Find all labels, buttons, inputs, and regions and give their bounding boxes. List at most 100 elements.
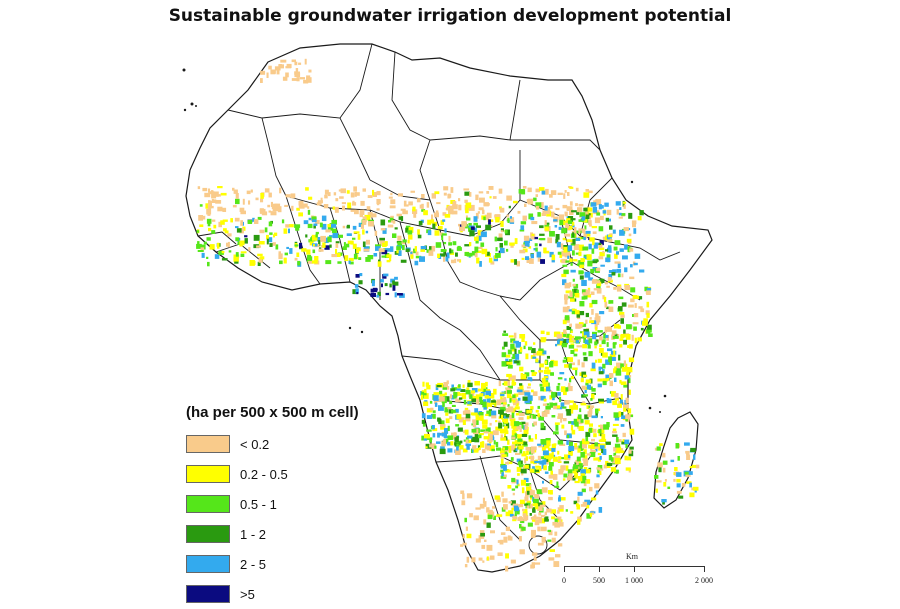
irrigation-cell (620, 399, 623, 405)
irrigation-cell (306, 249, 311, 255)
irrigation-cell (542, 450, 549, 456)
irrigation-cell (440, 249, 446, 253)
irrigation-cell (541, 411, 548, 417)
irrigation-cell (589, 224, 592, 227)
irrigation-cell (577, 414, 582, 420)
irrigation-cell (489, 433, 493, 440)
irrigation-cell (614, 366, 617, 369)
irrigation-cell (530, 216, 535, 221)
irrigation-cell (315, 233, 318, 238)
irrigation-cell (532, 503, 535, 507)
irrigation-cell (545, 405, 551, 410)
irrigation-cell (482, 209, 485, 215)
irrigation-cell (551, 443, 556, 446)
irrigation-cell (365, 257, 371, 262)
irrigation-cell (576, 313, 580, 318)
irrigation-cell (614, 469, 619, 474)
irrigation-cell (335, 243, 339, 248)
irrigation-cell (432, 428, 438, 432)
irrigation-cell (585, 479, 591, 484)
irrigation-cell (509, 375, 516, 381)
irrigation-cell (541, 501, 546, 505)
irrigation-cell (605, 441, 611, 445)
irrigation-cell (566, 455, 571, 459)
irrigation-cell (542, 459, 547, 463)
irrigation-cell (308, 69, 312, 73)
irrigation-cell (469, 230, 475, 237)
irrigation-cell (321, 223, 327, 230)
irrigation-cell (517, 517, 524, 521)
irrigation-cell (493, 440, 496, 445)
irrigation-cell (569, 405, 575, 409)
irrigation-cell (518, 422, 522, 425)
irrigation-cell (459, 440, 463, 444)
irrigation-cell (556, 516, 562, 519)
irrigation-cell (377, 291, 381, 296)
irrigation-cell (503, 504, 508, 510)
irrigation-cell (196, 243, 202, 249)
irrigation-cell (540, 330, 545, 334)
irrigation-cell (502, 498, 508, 503)
irrigation-cell (594, 242, 599, 246)
irrigation-cell (591, 248, 595, 254)
irrigation-cell (463, 188, 470, 191)
irrigation-cell (462, 542, 467, 546)
irrigation-cell (344, 255, 349, 261)
irrigation-cell (482, 560, 485, 563)
irrigation-cell (656, 480, 662, 483)
irrigation-cell (350, 209, 357, 212)
irrigation-cell (620, 318, 624, 324)
irrigation-cell (477, 246, 483, 249)
irrigation-cell (213, 224, 217, 229)
irrigation-cell (199, 224, 204, 227)
irrigation-cell (662, 467, 666, 473)
irrigation-cell (584, 420, 590, 425)
irrigation-cell (428, 250, 434, 256)
irrigation-cell (402, 239, 407, 243)
irrigation-cell (522, 215, 527, 221)
irrigation-cell (570, 343, 575, 346)
irrigation-cell (480, 242, 485, 247)
irrigation-cell (505, 422, 510, 429)
irrigation-cell (584, 271, 591, 278)
irrigation-cell (299, 77, 305, 80)
irrigation-cell (483, 431, 489, 434)
irrigation-cell (466, 556, 470, 563)
irrigation-cell (461, 221, 467, 227)
irrigation-cell (515, 443, 518, 446)
irrigation-cell (307, 209, 311, 215)
irrigation-cells (196, 58, 700, 572)
irrigation-cell (313, 223, 318, 226)
irrigation-cell (283, 257, 287, 264)
irrigation-cell (458, 198, 461, 202)
irrigation-cell (681, 483, 686, 487)
irrigation-cell (573, 418, 578, 425)
irrigation-cell (676, 478, 681, 483)
irrigation-cell (530, 233, 536, 240)
irrigation-cell (464, 429, 469, 435)
irrigation-cell (605, 374, 611, 381)
irrigation-cell (575, 369, 578, 376)
irrigation-cell (530, 496, 534, 500)
irrigation-cell (499, 539, 504, 545)
irrigation-cell (617, 403, 622, 408)
irrigation-cell (329, 235, 333, 238)
irrigation-cell (543, 398, 547, 402)
irrigation-cell (589, 302, 593, 308)
irrigation-cell (544, 360, 547, 365)
irrigation-cell (506, 361, 513, 365)
irrigation-cell (548, 447, 553, 452)
irrigation-cell (198, 215, 203, 221)
irrigation-cell (629, 428, 635, 435)
irrigation-cell (530, 406, 534, 410)
irrigation-cell (505, 461, 509, 465)
irrigation-cell (550, 509, 557, 514)
irrigation-cell (599, 311, 605, 315)
irrigation-cell (500, 228, 504, 232)
irrigation-cell (581, 488, 586, 493)
irrigation-cell (387, 224, 394, 228)
irrigation-cell (337, 234, 343, 238)
irrigation-cell (675, 443, 680, 449)
irrigation-cell (689, 482, 692, 488)
irrigation-cell (380, 228, 386, 231)
